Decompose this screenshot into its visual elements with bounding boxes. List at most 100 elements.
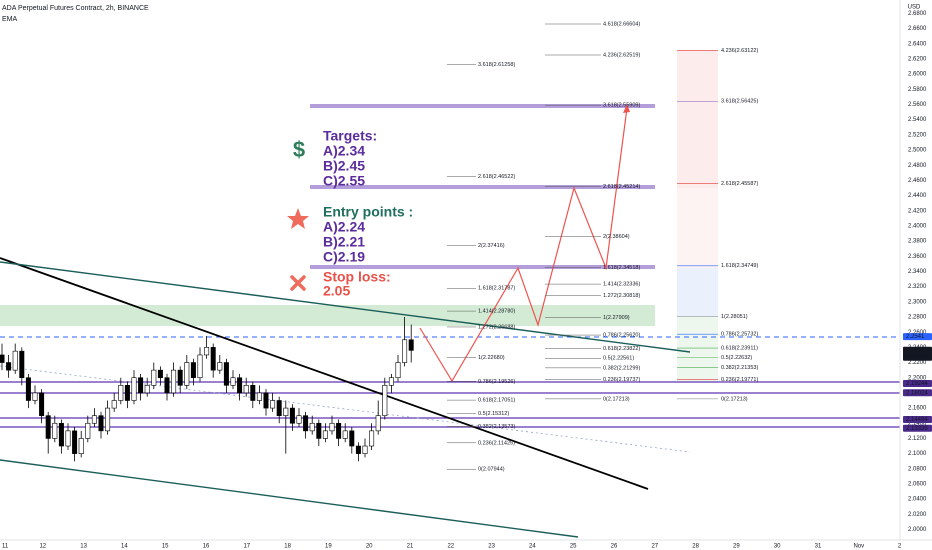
candle-body bbox=[0, 354, 5, 363]
candle-body bbox=[72, 430, 78, 454]
indicator-name: EMA bbox=[2, 16, 18, 23]
time-tick-label: 23 bbox=[488, 544, 495, 550]
candle-body bbox=[177, 369, 183, 386]
price-tick-label: 2.2600 bbox=[908, 330, 927, 336]
price-tick-label: 2.0600 bbox=[908, 482, 927, 488]
time-tick-label: 15 bbox=[162, 544, 169, 550]
fib-label: 0.786(2.25620) bbox=[603, 333, 640, 339]
candle-body bbox=[124, 385, 130, 401]
fib-label: 1.618(2.34749) bbox=[721, 263, 758, 269]
fib-label: 0(2.17213) bbox=[603, 396, 630, 402]
fib-label: 1.414(2.32336) bbox=[603, 282, 640, 288]
fib-label: 0.236(2.19737) bbox=[603, 377, 640, 383]
fib-label: 0.786(2.25732) bbox=[721, 332, 758, 338]
candle-body bbox=[78, 438, 84, 454]
candle-body bbox=[105, 407, 111, 432]
fib-label: 4.618(2.66604) bbox=[603, 21, 640, 27]
price-tick-label: 2.4600 bbox=[908, 178, 927, 184]
price-tick-label: 2.6000 bbox=[908, 72, 927, 78]
time-tick-label: 19 bbox=[325, 544, 332, 550]
price-tick-label: 2.1000 bbox=[908, 451, 927, 457]
candle-body bbox=[157, 369, 163, 379]
price-tag bbox=[903, 346, 932, 361]
price-tick-label: 2.0200 bbox=[908, 512, 927, 518]
channel-bottom bbox=[0, 459, 579, 538]
candle-body bbox=[296, 415, 302, 424]
stop-title: Stop loss: bbox=[323, 269, 391, 285]
candle-body bbox=[190, 362, 196, 379]
candle-body bbox=[6, 362, 12, 371]
fib-label: 1.272(2.30818) bbox=[603, 293, 640, 299]
time-tick-label: 21 bbox=[407, 544, 414, 550]
entry-title: Entry points : bbox=[323, 204, 413, 220]
candle-body bbox=[237, 377, 243, 394]
fib-label: 0.5(2.22561) bbox=[603, 356, 634, 362]
trend-line bbox=[0, 257, 649, 490]
price-tag-label: 2.13339 bbox=[906, 426, 928, 432]
price-tick-label: 2.3400 bbox=[908, 269, 927, 275]
candle-body bbox=[144, 385, 150, 394]
fib-label: 2.618(2.45587) bbox=[721, 181, 758, 187]
fib-label: 0.382(2.13573) bbox=[478, 424, 515, 430]
time-tick-label: 14 bbox=[121, 544, 128, 550]
candle-body bbox=[118, 385, 124, 401]
price-tag bbox=[903, 424, 932, 432]
price-tick-label: 2.3200 bbox=[908, 284, 927, 290]
time-tick-label: 31 bbox=[815, 544, 822, 550]
price-tick-label: 2.0400 bbox=[908, 497, 927, 503]
fib-label: 4.236(2.63122) bbox=[721, 48, 758, 54]
time-tick-label: 17 bbox=[243, 544, 250, 550]
fib-label: 0.618(2.23822) bbox=[603, 346, 640, 352]
target-item: B)2.45 bbox=[323, 158, 365, 174]
candle-body bbox=[309, 422, 315, 432]
candle-body bbox=[270, 400, 276, 409]
fib-label: 1.618(2.31787) bbox=[478, 286, 515, 292]
fib-label: 3.618(2.61258) bbox=[478, 62, 515, 68]
fib-label: 1(2.28051) bbox=[721, 314, 748, 320]
symbol-title: ADA Perpetual Futures Contract, 2h, BINA… bbox=[2, 5, 149, 12]
fib-label: 0(2.17213) bbox=[721, 396, 748, 402]
time-tick-label: 18 bbox=[284, 544, 291, 550]
price-tick-label: 2.5800 bbox=[908, 87, 927, 93]
candle-body bbox=[355, 445, 361, 454]
price-tick-label: 2.6800 bbox=[908, 11, 927, 17]
entry-item: C)2.19 bbox=[323, 249, 365, 265]
candle-body bbox=[230, 377, 236, 386]
time-tick-label: 25 bbox=[570, 544, 577, 550]
candle-body bbox=[111, 400, 117, 409]
price-tick-label: 2.1400 bbox=[908, 421, 927, 427]
entry-item: B)2.21 bbox=[323, 234, 365, 250]
candle-body bbox=[223, 362, 229, 386]
price-tick-label: 2.1600 bbox=[908, 406, 927, 412]
fib-label: 0.382(2.21299) bbox=[603, 365, 640, 371]
candle-body bbox=[19, 350, 25, 379]
fib-label: 1.272(2.26688) bbox=[478, 324, 515, 330]
fib-label: 0(2.07944) bbox=[478, 467, 505, 473]
time-tick-label: 27 bbox=[651, 544, 658, 550]
price-tick-label: 2.0800 bbox=[908, 466, 927, 472]
fib-label: 1.618(2.34518) bbox=[603, 265, 640, 271]
candle-body bbox=[210, 347, 216, 371]
candle-body bbox=[276, 400, 282, 416]
price-tick-label: 2.3000 bbox=[908, 299, 927, 305]
fib-band bbox=[677, 316, 718, 382]
price-tag-label: 2.2541 bbox=[906, 334, 925, 340]
candle-body bbox=[32, 392, 38, 401]
candle-body bbox=[369, 430, 375, 447]
candle-body bbox=[171, 369, 177, 394]
target-item: C)2.55 bbox=[323, 173, 365, 189]
price-tag bbox=[903, 416, 932, 424]
price-tick-label: 2.6600 bbox=[908, 26, 927, 32]
fib-band bbox=[677, 50, 718, 188]
price-tick-label: 2.5400 bbox=[908, 117, 927, 123]
candle-body bbox=[329, 422, 335, 432]
candle-body bbox=[91, 415, 97, 424]
target-line bbox=[310, 265, 655, 269]
price-tag bbox=[903, 379, 932, 387]
candle-body bbox=[151, 369, 157, 386]
fib-band bbox=[677, 188, 718, 268]
candle-body bbox=[375, 415, 381, 432]
candle-body bbox=[52, 422, 58, 439]
